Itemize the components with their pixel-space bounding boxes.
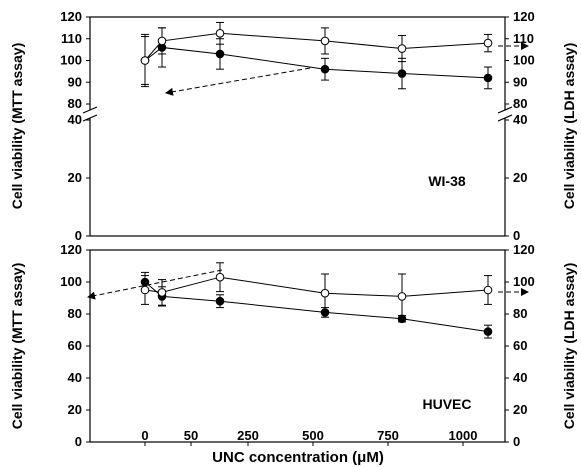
axis-break-gap-right — [501, 110, 509, 118]
data-point-open — [483, 38, 493, 48]
data-point-open — [140, 56, 150, 65]
y-tick-label-left: 20 — [68, 170, 82, 185]
y-tick-label-right: 40 — [513, 112, 527, 127]
data-point-filled — [215, 296, 225, 306]
axis-break-gap-left — [86, 110, 94, 118]
data-point-open — [320, 36, 330, 46]
data-point-filled — [215, 49, 225, 59]
data-point-open — [215, 29, 225, 38]
series-line-open-p2 — [144, 276, 489, 297]
y-tick-label-right: 0 — [513, 228, 520, 243]
y-tick-label-right: 80 — [513, 306, 527, 321]
y-tick-label-right: 80 — [513, 96, 527, 111]
data-point-filled — [483, 73, 493, 83]
data-point-filled — [320, 64, 330, 74]
y-tick-label-left: 40 — [68, 370, 82, 385]
y-axis-title-right-2: Cell viability (LDH assay) — [561, 263, 577, 430]
x-tick-label: 750 — [377, 428, 399, 443]
y-tick-label-left: 100 — [60, 53, 82, 68]
y-tick-label-right: 20 — [513, 402, 527, 417]
y-tick-label-right: 20 — [513, 170, 527, 185]
y-tick-label-left: 20 — [68, 402, 82, 417]
data-point-open — [320, 288, 330, 298]
y-tick-label-left: 90 — [68, 74, 82, 89]
y-axis-title-right-1: Cell viability (LDH assay) — [561, 43, 577, 210]
data-point-filled — [397, 314, 407, 324]
plot-frame-1 — [89, 16, 506, 237]
axis-break-mark-left-2 — [82, 114, 98, 122]
data-point-open — [157, 36, 167, 46]
y-axis-title-left-1: Cell viability (MTT assay) — [9, 43, 25, 210]
x-tick-label: 250 — [237, 428, 259, 443]
y-tick-label-left: 60 — [68, 338, 82, 353]
y-tick-label-left: 80 — [68, 306, 82, 321]
axis-break-mark-left-1 — [82, 106, 98, 114]
y-tick-label-right: 120 — [513, 242, 535, 257]
data-point-filled — [483, 327, 493, 336]
y-axis-title-left-2: Cell viability (MTT assay) — [9, 263, 25, 430]
y-tick-label-right: 40 — [513, 370, 527, 385]
x-tick-label: 500 — [302, 428, 324, 443]
data-point-open — [483, 285, 493, 295]
panel-label-huvec: HUVEC — [422, 396, 471, 412]
series-line-filled-p1 — [144, 46, 489, 79]
y-tick-label-left: 100 — [60, 274, 82, 289]
arrow-to-left-axis-huvec — [87, 269, 223, 300]
data-point-filled — [397, 69, 407, 78]
axis-break-mark-right-2 — [497, 114, 513, 122]
data-point-open — [397, 44, 407, 53]
y-tick-label-right: 110 — [513, 31, 534, 46]
y-tick-label-left: 120 — [60, 242, 82, 257]
y-tick-label-right: 120 — [513, 9, 535, 24]
arrow-to-left-axis-wi38 — [165, 67, 311, 96]
y-tick-label-left: 0 — [75, 228, 82, 243]
axis-break-mark-right-1 — [497, 106, 513, 114]
x-tick-label: 50 — [184, 428, 198, 443]
y-tick-label-right: 100 — [513, 53, 535, 68]
data-point-open — [140, 285, 150, 295]
panel-label-wi38: WI-38 — [428, 173, 466, 189]
plot-frame-2 — [89, 249, 506, 443]
data-point-filled — [320, 308, 330, 317]
y-tick-label-right: 100 — [513, 274, 535, 289]
y-tick-label-right: 60 — [513, 338, 527, 353]
y-tick-label-right: 0 — [513, 434, 520, 449]
y-tick-label-left: 120 — [60, 9, 82, 24]
y-tick-label-left: 110 — [61, 31, 82, 46]
y-tick-label-left: 0 — [75, 434, 82, 449]
series-line-open-p1 — [144, 32, 489, 61]
data-point-open — [215, 272, 225, 282]
series-line-filled-p2 — [144, 281, 489, 333]
x-axis-title: UNC concentration (μM) — [212, 449, 384, 466]
x-tick-label: 1000 — [449, 428, 478, 443]
y-tick-label-left: 80 — [68, 96, 82, 111]
y-tick-label-right: 90 — [513, 74, 527, 89]
y-tick-label-left: 40 — [68, 112, 82, 127]
data-point-open — [397, 292, 407, 301]
data-point-open — [157, 288, 167, 297]
x-tick-label: 0 — [141, 428, 148, 443]
